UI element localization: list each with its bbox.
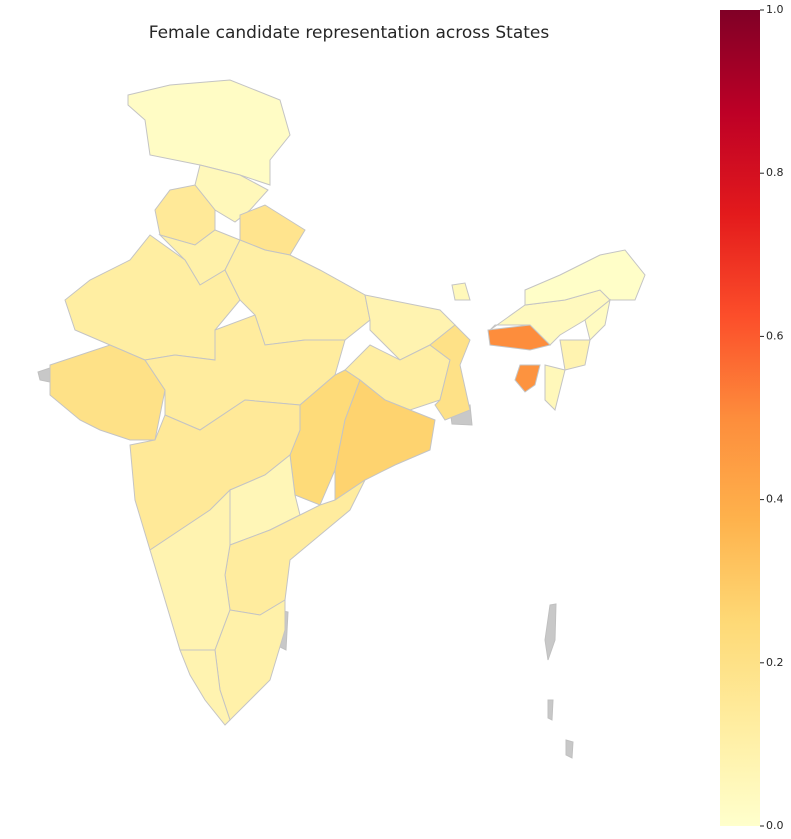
colorbar-tick-label: 0.8 [766, 166, 784, 179]
regions [49, 79, 646, 726]
colorbar-fill [720, 10, 760, 826]
no-data-region [547, 699, 554, 721]
colorbar: 0.0 0.2 0.4 0.6 0.8 1.0 [720, 3, 784, 832]
region [49, 344, 166, 441]
region [429, 324, 471, 421]
colorbar-tick-label: 0.2 [766, 656, 784, 669]
colorbar-tick-label: 0.4 [766, 493, 784, 506]
colorbar-tick-label: 0.0 [766, 819, 784, 832]
region [524, 249, 646, 306]
region [514, 364, 541, 393]
region [584, 298, 611, 341]
colorbar-tick-label: 0.6 [766, 329, 784, 342]
region [334, 379, 436, 501]
region [127, 79, 291, 186]
no-data-region [544, 603, 557, 661]
region [559, 339, 591, 371]
region [487, 324, 551, 351]
colorbar-tick-label: 1.0 [766, 3, 784, 16]
region [149, 488, 231, 651]
no-data-region [37, 367, 51, 383]
map-title: Female candidate representation across S… [149, 23, 550, 43]
no-data-region [565, 739, 574, 759]
region [544, 364, 566, 411]
region [451, 282, 471, 301]
region [179, 649, 231, 726]
